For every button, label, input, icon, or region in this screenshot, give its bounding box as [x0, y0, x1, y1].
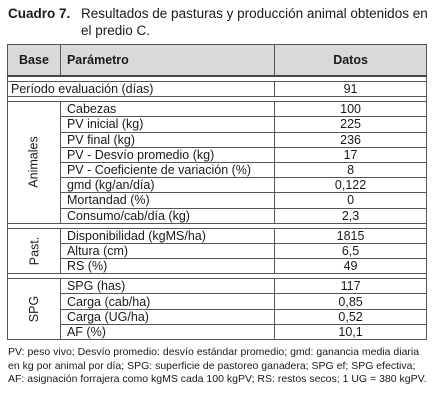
table-row: gmd (kg/an/día) 0,122: [8, 177, 427, 194]
periodo-label: Período evaluación (días): [6, 80, 276, 98]
value-cell: 17: [274, 146, 427, 163]
table-row: Consumo/cab/día (kg) 2,3: [8, 207, 427, 224]
value-cell: 10,1: [274, 323, 427, 341]
table-row: PV - Desvío promedio (kg) 17: [8, 146, 427, 163]
table-row: Past. Disponibilidad (kgMS/ha) 1815: [7, 227, 427, 275]
table-row: Animales Cabezas 100: [7, 101, 427, 224]
param-cell: RS (%): [59, 258, 276, 275]
param-cell: Carga (UG/ha): [59, 308, 276, 325]
table-row: PV inicial (kg) 225: [8, 116, 427, 133]
value-cell: 49: [274, 258, 427, 275]
param-cell: SPG (has): [59, 278, 276, 295]
periodo-value: 91: [274, 80, 427, 98]
spacer-row: [7, 96, 427, 102]
caption-text: Resultados de pasturas y producción anim…: [81, 6, 428, 38]
param-cell: Disponibilidad (kgMS/ha): [59, 227, 276, 244]
header-base: Base: [7, 44, 61, 77]
param-cell: PV final (kg): [59, 131, 276, 148]
table-row-periodo: Período evaluación (días) 91: [6, 80, 427, 98]
param-cell: Consumo/cab/día (kg): [59, 207, 276, 224]
value-cell: 6,5: [274, 242, 427, 260]
table-header-row: Base Parámetro Datos: [7, 44, 427, 77]
param-cell: Carga (cab/ha): [59, 293, 276, 310]
value-cell: 1815: [274, 227, 427, 244]
value-cell: 100: [274, 101, 427, 118]
caption-label: Cuadro 7.: [8, 6, 71, 21]
table-row: AF (%) 10,1: [8, 323, 427, 341]
footnote: PV: peso vivo; Desvío promedio: desvío e…: [8, 346, 427, 385]
value-cell: 0,85: [274, 293, 427, 310]
value-cell: 2,3: [274, 207, 427, 224]
param-cell: gmd (kg/an/día): [59, 177, 276, 194]
header-parametro: Parámetro: [59, 44, 276, 77]
value-cell: 8: [274, 161, 427, 179]
value-cell: 236: [274, 131, 427, 148]
table-row: PV final (kg) 236: [8, 131, 427, 148]
param-cell: Cabezas: [59, 101, 276, 118]
param-cell: Mortandad (%): [59, 192, 276, 209]
param-cell: PV inicial (kg): [59, 116, 276, 133]
table-row: Carga (cab/ha) 0,85: [8, 293, 427, 310]
param-cell: AF (%): [59, 323, 276, 341]
header-datos: Datos: [274, 44, 427, 77]
table-row: Altura (cm) 6,5: [8, 242, 427, 260]
param-cell: PV - Coeficiente de variación (%): [59, 161, 276, 179]
results-table: Base Parámetro Datos Período evaluación …: [6, 44, 427, 341]
spacer-row: [7, 273, 427, 279]
param-cell: Altura (cm): [59, 242, 276, 260]
table-row: PV - Coeficiente de variación (%) 8: [8, 161, 427, 179]
value-cell: 225: [274, 116, 427, 133]
param-cell: PV - Desvío promedio (kg): [59, 146, 276, 163]
spacer-row: [7, 76, 427, 82]
group-label-spg: SPG: [7, 278, 61, 340]
table-row: SPG SPG (has) 117: [7, 278, 427, 340]
value-cell: 0,122: [274, 177, 427, 194]
value-cell: 0,52: [274, 308, 427, 325]
value-cell: 0: [274, 192, 427, 209]
table-row: RS (%) 49: [8, 258, 427, 275]
value-cell: 117: [274, 278, 427, 295]
group-label-past: Past.: [7, 227, 61, 275]
table-row: Carga (UG/ha) 0,52: [8, 308, 427, 325]
spacer-row: [7, 223, 427, 229]
table-row: Mortandad (%) 0: [8, 192, 427, 209]
group-label-animales: Animales: [7, 101, 61, 224]
